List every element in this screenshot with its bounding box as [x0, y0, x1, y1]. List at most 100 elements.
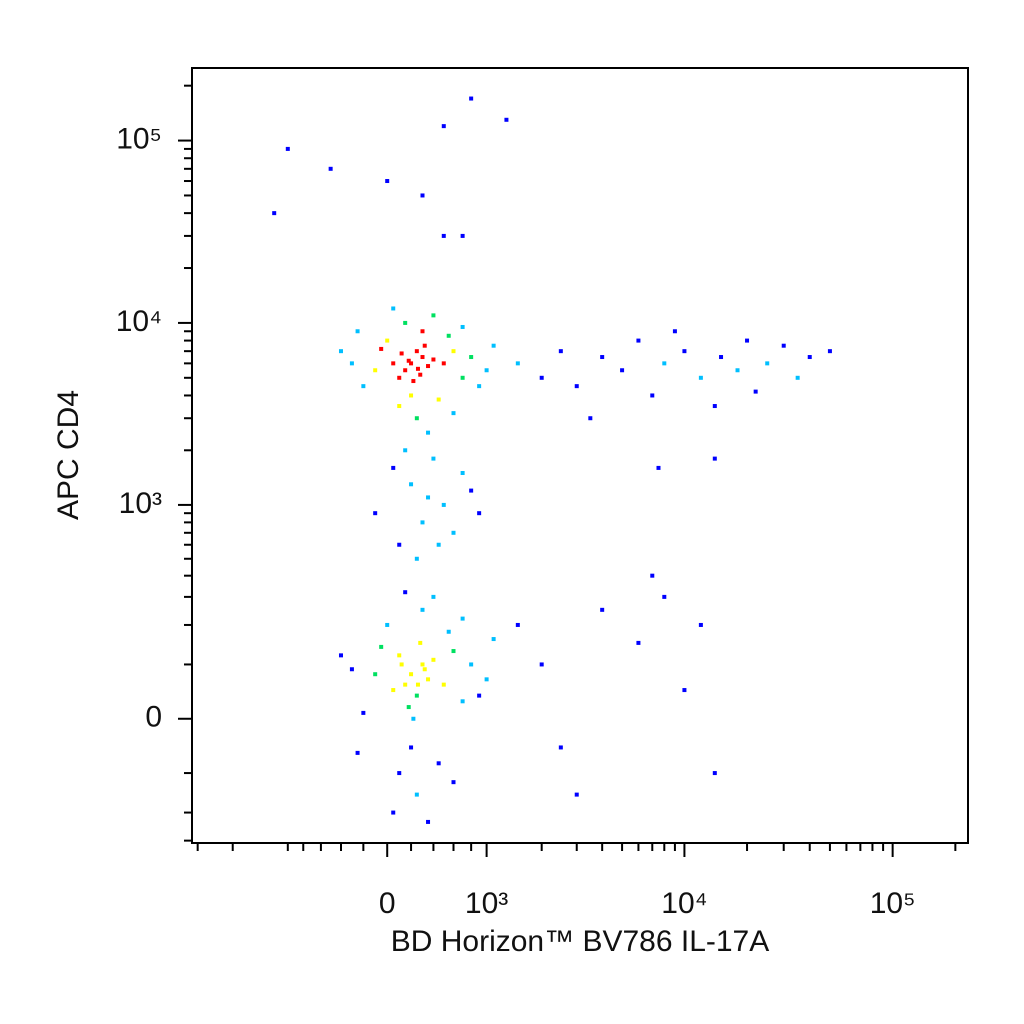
- event-dot: [460, 699, 465, 704]
- event-dot: [574, 792, 579, 797]
- event-dot: [477, 384, 482, 389]
- event-dot: [397, 653, 402, 658]
- event-dot: [403, 368, 408, 373]
- x-tick-label: 10³: [465, 887, 508, 920]
- event-dot: [469, 662, 474, 667]
- event-dot: [415, 366, 420, 371]
- event-dot: [446, 629, 451, 634]
- event-dot: [415, 682, 420, 687]
- event-dot: [379, 346, 384, 351]
- event-dot: [361, 710, 366, 715]
- event-dot: [338, 653, 343, 658]
- event-dot: [460, 375, 465, 380]
- event-dot: [409, 361, 414, 366]
- event-dot: [636, 338, 641, 343]
- event-dot: [414, 416, 419, 421]
- event-dot: [558, 745, 563, 750]
- event-dot: [385, 622, 390, 627]
- event-dot: [420, 193, 425, 198]
- event-dot: [436, 542, 441, 547]
- event-dot: [477, 693, 482, 698]
- event-dot: [441, 124, 446, 129]
- event-dot: [420, 329, 425, 334]
- event-dot: [391, 465, 396, 470]
- event-dot: [451, 649, 456, 654]
- event-dot: [539, 375, 544, 380]
- event-dot: [441, 233, 446, 238]
- event-dot: [409, 745, 414, 750]
- event-dot: [620, 368, 625, 373]
- event-dot: [379, 644, 384, 649]
- event-dot: [431, 313, 436, 318]
- event-dot: [441, 682, 446, 687]
- event-dot: [504, 117, 509, 122]
- event-dot: [411, 716, 416, 721]
- event-dot: [682, 349, 687, 354]
- event-dot: [420, 520, 425, 525]
- event-dot: [698, 622, 703, 627]
- event-dot: [436, 397, 441, 402]
- event-dot: [406, 358, 411, 363]
- event-dot: [385, 338, 390, 343]
- event-dot: [422, 343, 427, 348]
- event-dot: [373, 672, 378, 677]
- y-tick-label: 10⁵: [116, 122, 162, 155]
- event-dot: [656, 465, 661, 470]
- event-dot: [451, 411, 456, 416]
- event-dot: [414, 349, 419, 354]
- plot-frame: [191, 67, 969, 844]
- event-dot: [460, 616, 465, 621]
- event-dot: [672, 329, 677, 334]
- event-dot: [491, 637, 496, 642]
- event-dot: [373, 511, 378, 516]
- event-dot: [409, 672, 414, 677]
- event-dot: [745, 338, 750, 343]
- event-dot: [403, 448, 408, 453]
- event-dot: [418, 640, 423, 645]
- y-tick-label: 10³: [119, 487, 162, 520]
- event-dot: [385, 179, 390, 184]
- event-dot: [426, 819, 431, 824]
- event-dot: [403, 320, 408, 325]
- event-dot: [441, 502, 446, 507]
- event-dot: [515, 361, 520, 366]
- event-dot: [712, 404, 717, 409]
- event-dot: [420, 662, 425, 667]
- event-dot: [662, 594, 667, 599]
- event-dot: [349, 667, 354, 672]
- event-dot: [781, 343, 786, 348]
- event-dot: [484, 368, 489, 373]
- event-dot: [431, 594, 436, 599]
- event-dot: [399, 662, 404, 667]
- event-dot: [397, 375, 402, 380]
- event-dot: [735, 368, 740, 373]
- event-dot: [426, 364, 431, 369]
- event-dot: [391, 361, 396, 366]
- x-tick-label: 10⁵: [870, 887, 916, 920]
- event-dot: [349, 361, 354, 366]
- event-dot: [420, 607, 425, 612]
- event-dot: [355, 329, 360, 334]
- event-dot: [361, 384, 366, 389]
- x-axis-label: BD Horizon™ BV786 IL-17A: [391, 925, 770, 958]
- event-dot: [414, 792, 419, 797]
- event-dot: [719, 355, 724, 360]
- event-dot: [574, 384, 579, 389]
- event-dot: [426, 495, 431, 500]
- event-dot: [391, 810, 396, 815]
- event-dot: [460, 233, 465, 238]
- event-dot: [515, 622, 520, 627]
- event-dot: [558, 349, 563, 354]
- y-tick-label: 10⁴: [116, 305, 162, 338]
- event-dot: [403, 590, 408, 595]
- event-dot: [431, 357, 436, 362]
- event-dot: [753, 389, 758, 394]
- event-dot: [477, 511, 482, 516]
- event-dot: [397, 771, 402, 776]
- event-dot: [338, 349, 343, 354]
- event-dot: [460, 324, 465, 329]
- event-dot: [469, 488, 474, 493]
- event-dot: [399, 351, 404, 356]
- event-dot: [420, 355, 425, 360]
